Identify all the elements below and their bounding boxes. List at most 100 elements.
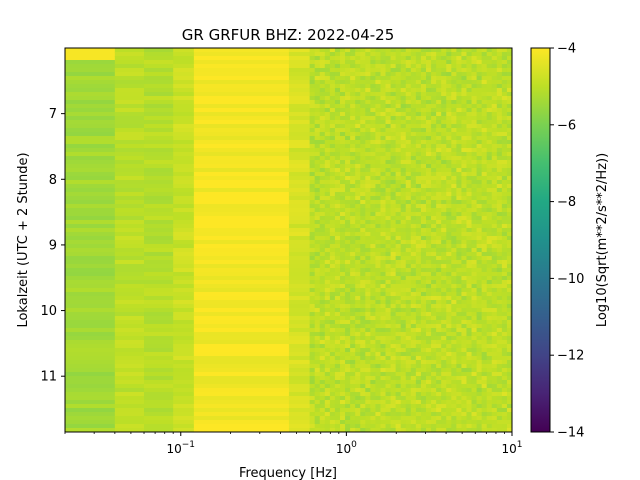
heatmap-cell <box>405 376 412 381</box>
heatmap-cell <box>390 356 397 361</box>
heatmap-cell <box>436 392 442 397</box>
heatmap-cell <box>466 304 473 309</box>
heatmap-cell <box>345 272 351 277</box>
heatmap-cell <box>324 280 331 285</box>
heatmap-cell <box>193 392 290 397</box>
heatmap-cell <box>436 200 442 205</box>
heatmap-cell <box>334 324 341 329</box>
heatmap-cell <box>314 180 321 185</box>
heatmap-cell <box>471 316 478 321</box>
heatmap-cell <box>144 384 174 389</box>
heatmap-cell <box>65 132 116 137</box>
heatmap-cell <box>410 172 417 177</box>
heatmap-cell <box>496 376 503 381</box>
heatmap-cell <box>114 120 145 125</box>
heatmap-cell <box>309 136 316 141</box>
heatmap-cell <box>350 196 356 201</box>
heatmap-cell <box>471 360 478 365</box>
heatmap-cell <box>350 300 356 305</box>
heatmap-cell <box>431 308 437 313</box>
heatmap-cell <box>65 260 116 265</box>
heatmap-cell <box>144 332 174 337</box>
heatmap-cell <box>173 308 195 313</box>
heatmap-cell <box>390 96 397 101</box>
heatmap-cell <box>329 232 336 237</box>
heatmap-cell <box>466 140 473 145</box>
heatmap-cell <box>456 56 463 61</box>
heatmap-cell <box>309 336 316 341</box>
heatmap-cell <box>441 304 447 309</box>
heatmap-cell <box>114 76 145 81</box>
heatmap-cell <box>314 156 321 161</box>
heatmap-cell <box>144 288 174 293</box>
heatmap-cell <box>420 52 427 57</box>
heatmap-cell <box>385 196 392 201</box>
heatmap-cell <box>415 212 422 217</box>
heatmap-cell <box>441 100 447 105</box>
heatmap-cell <box>400 252 407 257</box>
heatmap-cell <box>395 204 402 209</box>
heatmap-cell <box>309 200 316 205</box>
heatmap-cell <box>415 404 422 409</box>
heatmap-cell <box>476 352 483 357</box>
heatmap-cell <box>314 300 321 305</box>
heatmap-cell <box>446 384 452 389</box>
heatmap-cell <box>375 300 382 305</box>
heatmap-cell <box>324 396 331 401</box>
heatmap-cell <box>481 64 488 69</box>
heatmap-cell <box>360 408 366 413</box>
heatmap-cell <box>405 348 412 353</box>
heatmap-cell <box>471 260 478 265</box>
heatmap-cell <box>329 344 336 349</box>
heatmap-cell <box>491 212 498 217</box>
heatmap-cell <box>375 224 382 229</box>
heatmap-cell <box>193 244 290 249</box>
heatmap-cell <box>334 332 341 337</box>
heatmap-cell <box>436 140 442 145</box>
heatmap-cell <box>390 400 397 405</box>
heatmap-cell <box>496 180 503 185</box>
heatmap-cell <box>365 172 371 177</box>
heatmap-cell <box>441 156 447 161</box>
heatmap-cell <box>288 228 311 233</box>
heatmap-cell <box>481 132 488 137</box>
heatmap-cell <box>420 176 427 181</box>
heatmap-cell <box>173 96 195 101</box>
heatmap-cell <box>390 372 397 377</box>
heatmap-cell <box>415 408 422 413</box>
heatmap-cell <box>65 332 116 337</box>
heatmap-cell <box>461 340 468 345</box>
heatmap-cell <box>144 356 174 361</box>
heatmap-cell <box>334 312 341 317</box>
heatmap-cell <box>334 196 341 201</box>
heatmap-cell <box>400 248 407 253</box>
heatmap-cell <box>355 180 361 185</box>
heatmap-cell <box>288 96 311 101</box>
heatmap-cell <box>456 112 463 117</box>
heatmap-cell <box>114 420 145 425</box>
heatmap-cell <box>431 196 437 201</box>
heatmap-cell <box>365 344 371 349</box>
heatmap-cell <box>360 196 366 201</box>
heatmap-cell <box>114 428 145 432</box>
heatmap-cell <box>441 148 447 153</box>
heatmap-cell <box>314 152 321 157</box>
heatmap-cell <box>390 104 397 109</box>
heatmap-cell <box>466 320 473 325</box>
heatmap-cell <box>329 124 336 129</box>
heatmap-cell <box>334 316 341 321</box>
heatmap-cell <box>375 180 382 185</box>
heatmap-cell <box>426 216 432 221</box>
heatmap-cell <box>431 224 437 229</box>
heatmap-cell <box>506 404 512 409</box>
heatmap-cell <box>405 360 412 365</box>
heatmap-cell <box>415 280 422 285</box>
heatmap-cell <box>461 100 468 105</box>
heatmap-cell <box>380 384 387 389</box>
heatmap-cell <box>426 144 432 149</box>
heatmap-cell <box>461 420 468 425</box>
heatmap-cell <box>339 196 346 201</box>
heatmap-cell <box>329 152 336 157</box>
heatmap-cell <box>426 352 432 357</box>
heatmap-cell <box>420 380 427 385</box>
